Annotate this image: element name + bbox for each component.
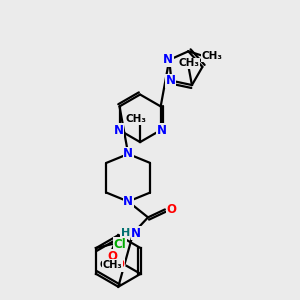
Text: CH₃: CH₃ <box>178 58 200 68</box>
Text: N: N <box>131 227 141 240</box>
Text: N: N <box>123 148 133 160</box>
Text: CH₃: CH₃ <box>126 114 147 124</box>
Text: N: N <box>165 74 176 87</box>
Text: N: N <box>157 124 167 137</box>
Text: H: H <box>121 228 130 238</box>
Text: CH₃: CH₃ <box>103 260 122 270</box>
Text: Cl: Cl <box>113 238 126 250</box>
Text: CH₃: CH₃ <box>99 260 119 270</box>
Text: N: N <box>123 195 133 208</box>
Text: CH₃: CH₃ <box>202 51 223 61</box>
Text: N: N <box>113 124 124 137</box>
Text: N: N <box>163 53 173 66</box>
Text: O: O <box>167 203 177 216</box>
Text: O: O <box>115 258 125 272</box>
Text: O: O <box>107 250 117 262</box>
